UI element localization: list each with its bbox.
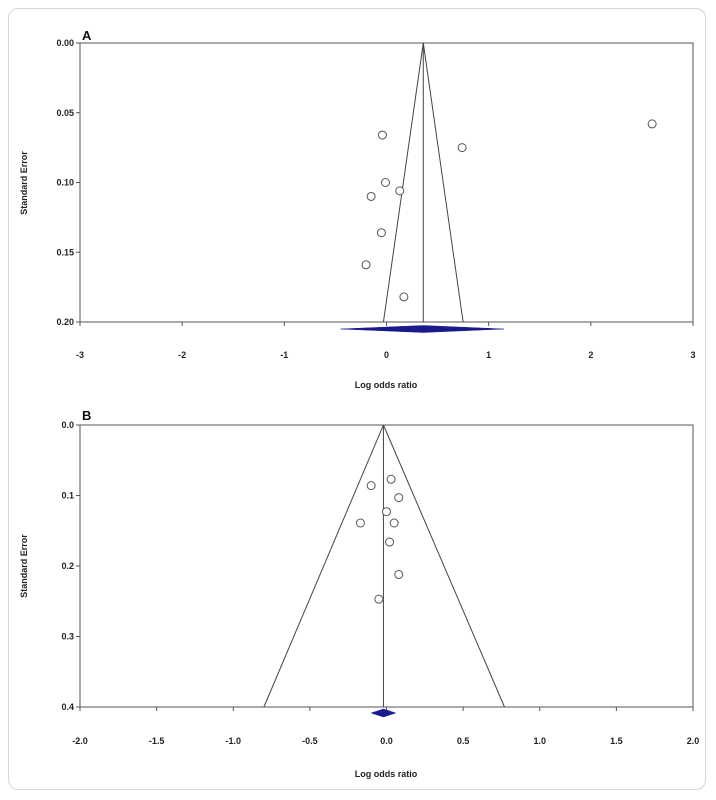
panel-b-x-axis-label: Log odds ratio — [355, 769, 418, 779]
panel-b-funnel-right-line — [382, 424, 505, 708]
panel-b-x-tick-label: 1.5 — [610, 736, 623, 746]
panel-a-study-point — [380, 178, 390, 187]
panel-a-x-tick-label: -2 — [178, 350, 186, 360]
panel-a-y-tick-label: 0.10 — [56, 178, 74, 188]
panel-b-study-point — [385, 537, 395, 547]
panel-a-study-point — [361, 260, 371, 270]
panel-a-x-tick-label: 0 — [384, 350, 389, 360]
panel-b-study-point — [382, 507, 391, 517]
panel-a-summary-diamond — [340, 325, 505, 333]
panel-b-plot-area — [79, 424, 694, 708]
panel-a-study-point — [376, 228, 386, 238]
panel-b-x-tick-label: 0.0 — [380, 736, 393, 746]
panel-a-x-tick-label: -3 — [76, 350, 84, 360]
panel-a-y-tick-label: 0.00 — [56, 38, 74, 48]
panel-a-x-axis-label: Log odds ratio — [355, 380, 418, 390]
panel-b-y-tick-label: 0.3 — [61, 632, 74, 642]
panel-a-funnel-left-line — [382, 42, 424, 323]
panel-b-x-tick-label: 1.0 — [533, 736, 546, 746]
panel-a-y-axis-label: Standard Error — [19, 151, 29, 215]
panel-a-study-point — [377, 130, 387, 140]
panel-b-y-axis-label: Standard Error — [19, 534, 29, 598]
panel-a-funnel-right-line — [422, 42, 464, 323]
panel-b-study-point — [389, 518, 399, 528]
panel-b-y-tick-label: 0.1 — [61, 491, 74, 501]
panel-a: A 0.00 0.05 0.10 0.15 0.20 -3 -2 -1 0 1 2 3 Log od… — [19, 28, 696, 390]
panel-a-y-tick-label: 0.20 — [56, 317, 74, 327]
panel-b-study-point — [394, 569, 404, 579]
panel-a-y-tick-label: 0.15 — [56, 247, 74, 257]
panel-b-y-tick-label: 0.2 — [61, 561, 74, 571]
panel-b-x-tick-label: -1.5 — [149, 736, 165, 746]
panel-a-label: A — [82, 28, 92, 43]
panel-b: B 0.0 0.1 0.2 0.3 0.4 -2.0 -1.5 -1.0 -0.5 0.0 0.5… — [19, 408, 699, 779]
figure-frame — [8, 8, 706, 790]
panel-b-study-point — [366, 481, 376, 491]
panel-a-x-tick-label: -1 — [280, 350, 288, 360]
panel-a-study-point — [647, 119, 657, 129]
panel-a-x-tick-label: 3 — [690, 350, 695, 360]
panel-a-x-tick-label: 1 — [486, 350, 491, 360]
panel-b-x-tick-label: 0.5 — [457, 736, 470, 746]
panel-a-study-point — [395, 186, 405, 196]
panel-b-study-point — [355, 518, 365, 528]
panel-b-x-tick-label: 2.0 — [687, 736, 700, 746]
panel-b-y-tick-label: 0.4 — [61, 702, 74, 712]
panel-b-x-tick-label: -2.0 — [72, 736, 88, 746]
panel-b-x-tick-label: -1.0 — [225, 736, 241, 746]
panel-b-x-tick-label: -0.5 — [302, 736, 318, 746]
panel-b-study-point — [374, 594, 384, 604]
panel-a-study-point — [457, 143, 467, 153]
panel-b-funnel-left-line — [263, 424, 384, 708]
panel-b-summary-diamond — [370, 708, 397, 718]
panel-a-study-point — [399, 292, 409, 302]
panel-a-x-tick-label: 2 — [588, 350, 593, 360]
panel-a-study-point — [366, 191, 376, 201]
panel-b-study-point — [386, 474, 396, 484]
panel-b-y-tick-label: 0.0 — [61, 420, 74, 430]
panel-b-label: B — [82, 408, 91, 423]
panel-b-study-point — [394, 493, 404, 503]
panel-a-y-tick-label: 0.05 — [56, 108, 74, 118]
